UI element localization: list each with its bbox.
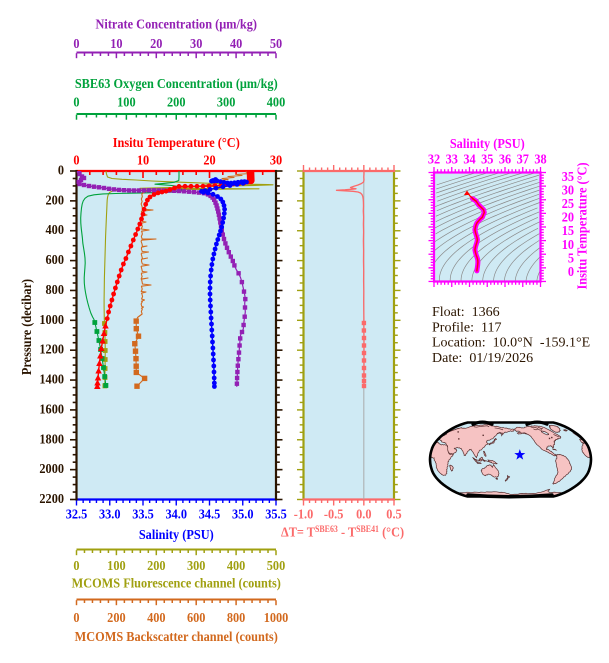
- svg-text:1600: 1600: [39, 401, 64, 417]
- svg-text:34: 34: [463, 151, 476, 167]
- svg-text:10: 10: [562, 236, 575, 252]
- svg-text:33.5: 33.5: [132, 506, 154, 522]
- svg-text:400: 400: [46, 221, 65, 237]
- svg-text:200: 200: [46, 192, 65, 208]
- svg-text:50: 50: [270, 35, 283, 51]
- svg-text:20: 20: [150, 35, 163, 51]
- svg-text:-0.5: -0.5: [324, 506, 344, 522]
- svg-text:5: 5: [568, 250, 575, 266]
- svg-text:1400: 1400: [39, 371, 64, 387]
- svg-text:Insitu Temperature (°C): Insitu Temperature (°C): [113, 134, 240, 150]
- svg-text:0.5: 0.5: [386, 506, 402, 522]
- svg-text:800: 800: [46, 281, 65, 297]
- svg-text:MCOMS Fluorescence channel (co: MCOMS Fluorescence channel (counts): [72, 575, 281, 591]
- svg-text:200: 200: [167, 94, 186, 110]
- svg-text:Pressure (decibar): Pressure (decibar): [18, 279, 34, 375]
- svg-text:300: 300: [217, 94, 236, 110]
- svg-text:0: 0: [73, 152, 80, 168]
- svg-text:40: 40: [230, 35, 243, 51]
- svg-text:25: 25: [562, 195, 575, 211]
- svg-text:400: 400: [147, 609, 166, 625]
- svg-text:0: 0: [73, 94, 80, 110]
- svg-text:Salinity (PSU): Salinity (PSU): [450, 135, 525, 151]
- svg-text:1000: 1000: [264, 609, 289, 625]
- svg-text:33.0: 33.0: [99, 506, 121, 522]
- svg-text:34.0: 34.0: [165, 506, 187, 522]
- svg-text:20: 20: [203, 152, 216, 168]
- svg-text:100: 100: [117, 94, 136, 110]
- svg-text:ΔT= TSBE63 - TSBE41 (°C): ΔT= TSBE63 - TSBE41 (°C): [281, 524, 404, 540]
- svg-text:15: 15: [562, 222, 575, 238]
- svg-text:Date: 01/19/2026: Date: 01/19/2026: [432, 351, 533, 366]
- svg-text:2200: 2200: [39, 490, 64, 506]
- svg-text:35.0: 35.0: [232, 506, 254, 522]
- svg-text:600: 600: [46, 251, 65, 267]
- svg-text:400: 400: [267, 94, 286, 110]
- svg-text:Location: 10.0°N -159.1°E: Location: 10.0°N -159.1°E: [432, 336, 590, 351]
- svg-text:30: 30: [270, 152, 283, 168]
- svg-text:30: 30: [190, 35, 203, 51]
- svg-text:0: 0: [73, 35, 80, 51]
- svg-text:36: 36: [499, 151, 512, 167]
- svg-text:300: 300: [187, 557, 206, 573]
- svg-text:0: 0: [58, 162, 65, 178]
- svg-text:MCOMS Backscatter channel (cou: MCOMS Backscatter channel (counts): [75, 628, 278, 644]
- svg-text:0.0: 0.0: [356, 506, 372, 522]
- svg-text:37: 37: [517, 151, 530, 167]
- svg-text:800: 800: [227, 609, 246, 625]
- svg-text:34.5: 34.5: [199, 506, 221, 522]
- svg-text:200: 200: [147, 557, 166, 573]
- svg-text:100: 100: [107, 557, 126, 573]
- svg-text:-1.0: -1.0: [294, 506, 314, 522]
- svg-text:0: 0: [73, 609, 80, 625]
- svg-text:Nitrate Concentration (μm/kg): Nitrate Concentration (μm/kg): [96, 16, 257, 32]
- svg-text:400: 400: [227, 557, 246, 573]
- svg-text:35: 35: [562, 168, 575, 184]
- svg-text:Profile: 117: Profile: 117: [432, 320, 501, 335]
- svg-text:600: 600: [187, 609, 206, 625]
- svg-text:0: 0: [73, 557, 80, 573]
- svg-text:1200: 1200: [39, 341, 64, 357]
- svg-text:32.5: 32.5: [66, 506, 88, 522]
- svg-text:20: 20: [562, 209, 575, 225]
- svg-text:38: 38: [534, 151, 547, 167]
- svg-text:30: 30: [562, 182, 575, 198]
- svg-text:200: 200: [107, 609, 126, 625]
- svg-text:2000: 2000: [39, 460, 64, 476]
- svg-text:35: 35: [481, 151, 494, 167]
- svg-text:Float: 1366: Float: 1366: [432, 305, 500, 320]
- svg-text:Salinity (PSU): Salinity (PSU): [139, 526, 214, 542]
- svg-text:1000: 1000: [39, 311, 64, 327]
- svg-text:1800: 1800: [39, 431, 64, 447]
- svg-text:32: 32: [428, 151, 441, 167]
- svg-text:10: 10: [137, 152, 150, 168]
- svg-text:SBE63 Oxygen Concentration (μm: SBE63 Oxygen Concentration (μm/kg): [75, 75, 278, 91]
- svg-text:35.5: 35.5: [265, 506, 287, 522]
- svg-text:500: 500: [267, 557, 286, 573]
- svg-text:Insitu Temperature (°C): Insitu Temperature (°C): [574, 162, 590, 289]
- svg-text:33: 33: [446, 151, 459, 167]
- svg-text:10: 10: [110, 35, 123, 51]
- svg-text:0: 0: [568, 263, 575, 279]
